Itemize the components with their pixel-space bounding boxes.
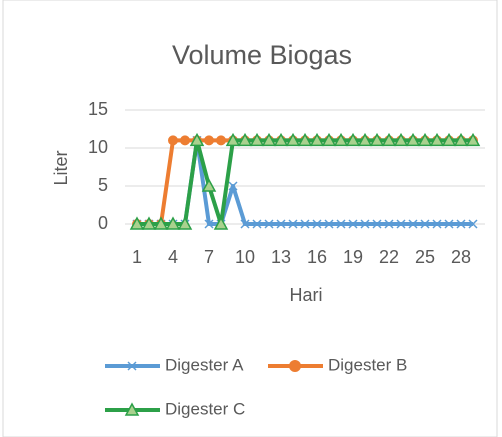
marker	[348, 219, 358, 229]
marker	[201, 178, 217, 192]
marker	[444, 219, 454, 229]
marker	[276, 219, 286, 229]
y-tick-label: 0	[98, 213, 108, 233]
marker	[384, 219, 394, 229]
marker	[240, 219, 250, 229]
x-tick-label: 7	[204, 247, 214, 267]
marker	[453, 132, 469, 147]
legend-label: Digester B	[328, 355, 407, 374]
marker	[213, 216, 229, 230]
marker	[300, 219, 310, 229]
marker	[204, 135, 214, 146]
marker	[249, 132, 265, 147]
x-tick-label: 13	[271, 247, 291, 267]
marker	[420, 219, 430, 229]
marker	[264, 219, 274, 229]
marker	[141, 216, 157, 230]
marker	[189, 132, 205, 147]
legend-label: Digester C	[165, 399, 245, 418]
marker	[252, 219, 262, 229]
marker	[405, 132, 421, 147]
x-tick-label: 16	[307, 247, 327, 267]
y-axis-label: Liter	[51, 150, 71, 185]
marker	[261, 132, 277, 147]
marker	[468, 219, 478, 229]
x-tick-label: 10	[235, 247, 255, 267]
legend-label: Digester A	[165, 355, 244, 374]
x-tick-label: 1	[132, 247, 142, 267]
marker	[309, 132, 325, 147]
marker	[180, 135, 190, 146]
marker	[324, 219, 334, 229]
legend-marker	[127, 361, 137, 371]
x-axis-label: Hari	[289, 285, 322, 305]
marker	[393, 132, 409, 147]
marker	[333, 132, 349, 147]
x-tick-label: 19	[343, 247, 363, 267]
legend-marker	[124, 402, 140, 416]
marker	[177, 216, 193, 230]
marker	[417, 132, 433, 147]
marker	[369, 132, 385, 147]
marker	[225, 132, 241, 147]
marker	[357, 132, 373, 147]
marker	[153, 216, 169, 230]
marker	[372, 219, 382, 229]
x-tick-label: 28	[451, 247, 471, 267]
legend-marker	[289, 360, 301, 372]
marker	[336, 219, 346, 229]
y-tick-label: 10	[88, 137, 108, 157]
x-tick-label: 22	[379, 247, 399, 267]
marker	[441, 132, 457, 147]
marker	[321, 132, 337, 147]
chart-title: Volume Biogas	[172, 40, 352, 70]
x-tick-label: 25	[415, 247, 435, 267]
marker	[297, 132, 313, 147]
marker	[312, 219, 322, 229]
marker	[216, 135, 226, 146]
marker	[165, 216, 181, 230]
marker	[273, 132, 289, 147]
marker	[285, 132, 301, 147]
marker	[396, 219, 406, 229]
y-tick-label: 5	[98, 175, 108, 195]
marker	[408, 219, 418, 229]
marker	[129, 216, 145, 230]
marker	[288, 219, 298, 229]
marker	[345, 132, 361, 147]
marker	[381, 132, 397, 147]
marker	[360, 219, 370, 229]
y-tick-label: 15	[88, 99, 108, 119]
x-tick-label: 4	[168, 247, 178, 267]
marker	[432, 219, 442, 229]
marker	[465, 132, 481, 147]
marker	[456, 219, 466, 229]
marker	[168, 135, 178, 146]
marker	[237, 132, 253, 147]
marker	[204, 219, 214, 229]
marker	[429, 132, 445, 147]
marker	[228, 181, 238, 191]
